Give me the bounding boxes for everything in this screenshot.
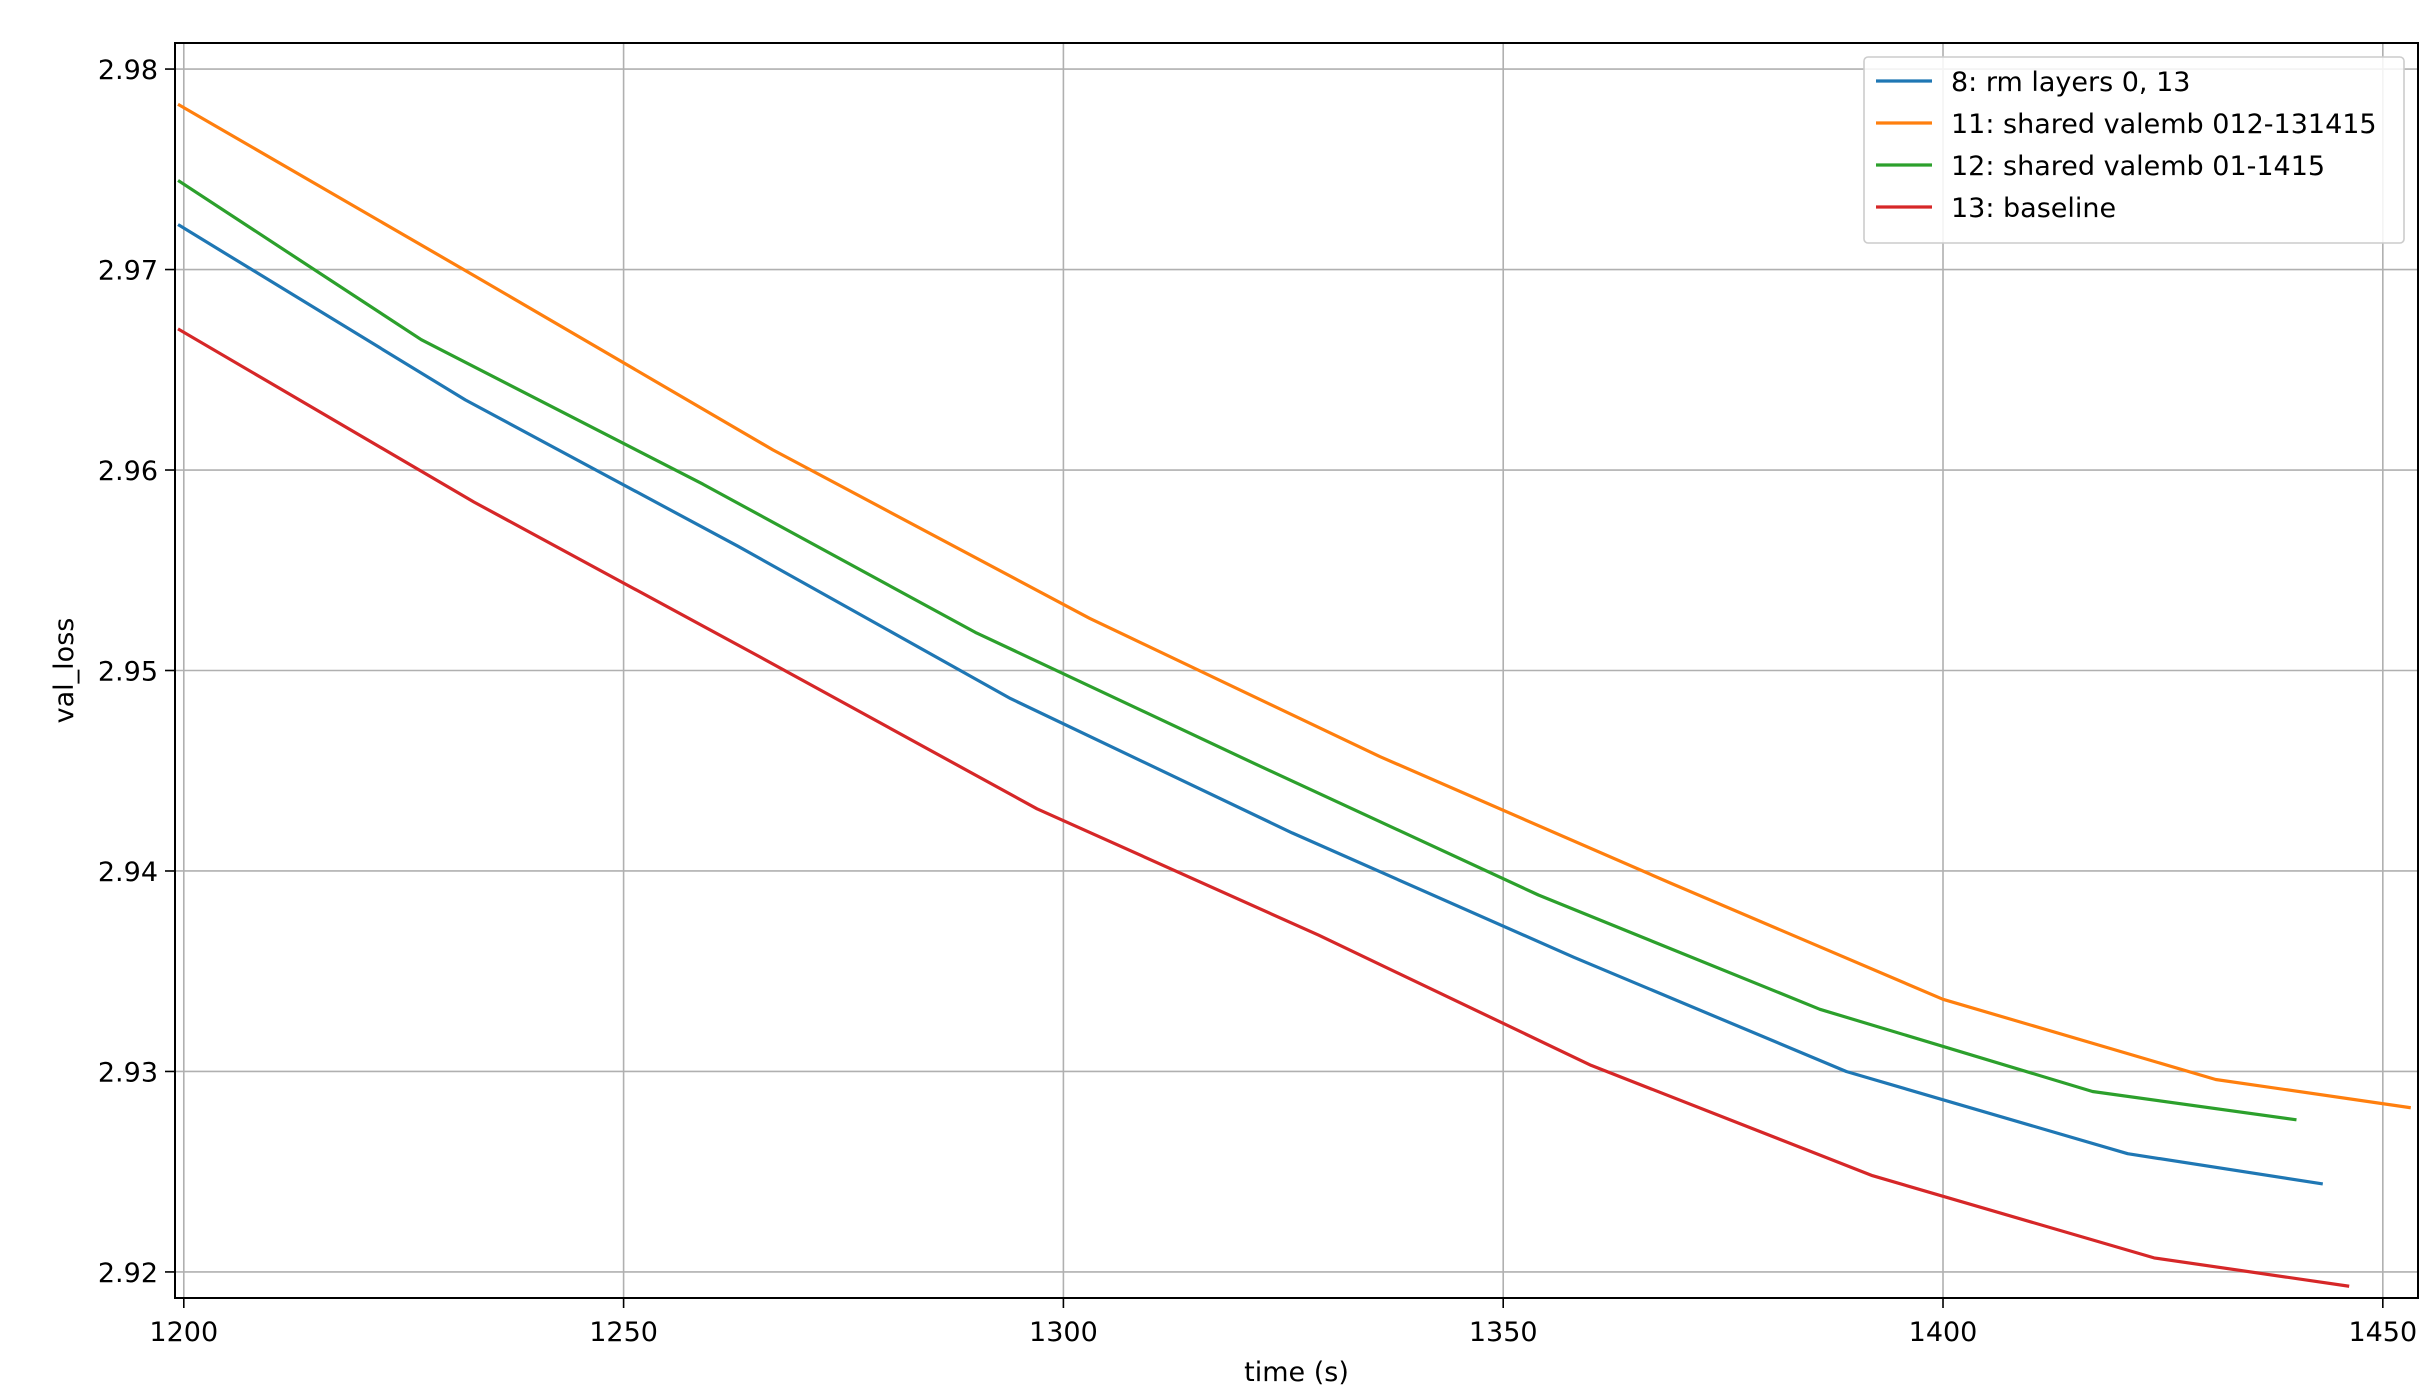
x-tick-label: 1250 (589, 1317, 658, 1348)
legend-label: 12: shared valemb 01-1415 (1951, 151, 2325, 182)
y-tick-label: 2.96 (98, 456, 158, 487)
series-line-4 (177, 327, 2350, 1288)
legend: 8: rm layers 0, 13 11: shared valemb 012-… (1863, 56, 2405, 244)
y-tick-label: 2.97 (98, 256, 158, 287)
x-tick-label: 1450 (2348, 1317, 2417, 1348)
legend-label: 8: rm layers 0, 13 (1951, 67, 2190, 98)
y-tick-label: 2.98 (98, 55, 158, 86)
series-lines (177, 102, 2412, 1288)
series-line-1 (177, 223, 2324, 1186)
y-tick-label: 2.92 (98, 1258, 158, 1289)
legend-box (1863, 56, 2405, 244)
x-tick-label: 1400 (1909, 1317, 1978, 1348)
series-line-2 (177, 102, 2412, 1110)
x-tick-label: 1300 (1029, 1317, 1098, 1348)
x-axis-label: time (s) (1244, 1357, 1349, 1388)
y-tick-label: 2.93 (98, 1057, 158, 1088)
x-tick-label: 1200 (149, 1317, 218, 1348)
series-line-3 (177, 179, 2297, 1122)
x-tick-label: 1350 (1469, 1317, 1538, 1348)
axis-ticks: 1200 1250 1300 1350 1400 1450 2.92 2.93 2.94 2.95… (98, 55, 2417, 1348)
y-axis-label: val_loss (49, 618, 80, 724)
legend-label: 11: shared valemb 012-131415 (1951, 109, 2377, 140)
y-tick-label: 2.94 (98, 857, 158, 888)
legend-label: 13: baseline (1951, 193, 2116, 224)
y-tick-label: 2.95 (98, 657, 158, 688)
